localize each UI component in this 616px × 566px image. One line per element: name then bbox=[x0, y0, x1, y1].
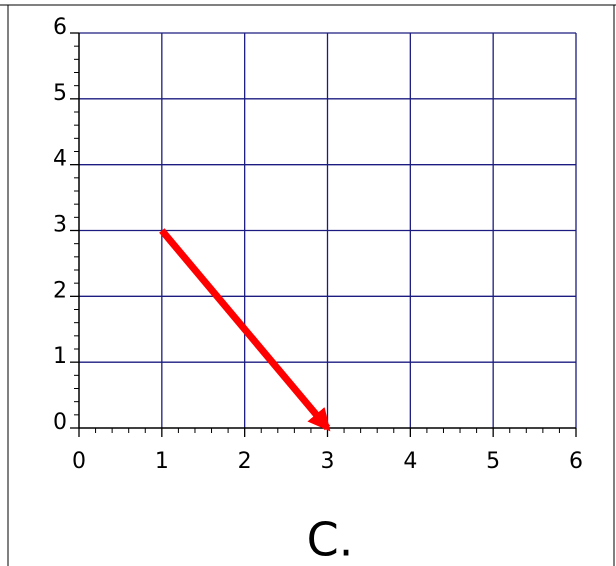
x-tick-label: 2 bbox=[238, 449, 252, 474]
x-tick-label: 5 bbox=[486, 449, 500, 474]
label: C. bbox=[307, 513, 354, 566]
x-tick-label: 6 bbox=[569, 449, 583, 474]
y-tick-label: 1 bbox=[53, 344, 67, 369]
y-tick-label: 6 bbox=[53, 15, 67, 40]
y-tick-label: 2 bbox=[53, 278, 67, 303]
x-tick-label: 3 bbox=[321, 449, 335, 474]
x-tick-label: 4 bbox=[403, 449, 417, 474]
x-tick-label: 0 bbox=[72, 449, 86, 474]
y-tick-label: 4 bbox=[53, 147, 67, 172]
vector-arrow bbox=[159, 228, 331, 432]
y-tick-label: 0 bbox=[53, 410, 67, 435]
x-tick-label: 1 bbox=[155, 449, 169, 474]
y-tick-label: 5 bbox=[53, 81, 67, 106]
y-tick-label: 3 bbox=[53, 213, 67, 238]
